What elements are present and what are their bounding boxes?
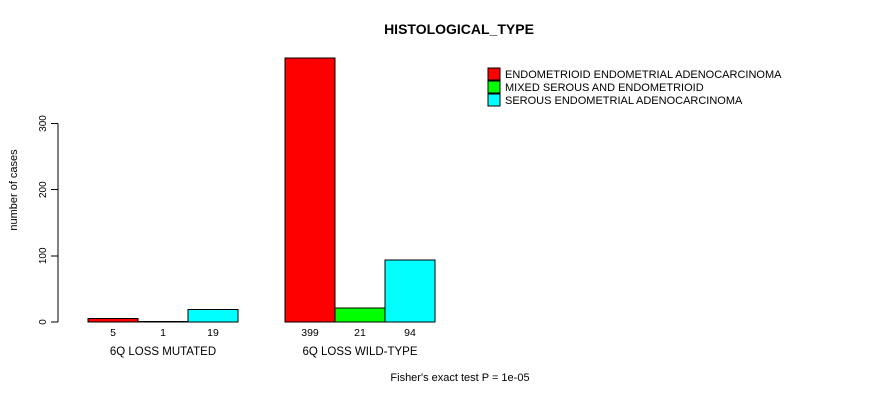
- bar-value-label: 21: [354, 327, 366, 339]
- bar: [137, 320, 189, 323]
- y-axis-label: number of cases: [8, 149, 20, 231]
- bar-value-label: 399: [301, 327, 319, 339]
- bars: 5 399 1 21 19 94: [87, 57, 436, 339]
- bar-value-label: 5: [110, 327, 116, 339]
- legend-swatch-serous: [487, 93, 501, 107]
- y-axis-tick-label: 0: [38, 319, 49, 325]
- category-label: 6Q LOSS MUTATED: [110, 346, 216, 358]
- bar: [187, 308, 239, 323]
- x-axis-labels: 6Q LOSS MUTATED 6Q LOSS WILD-TYPE: [110, 346, 418, 358]
- bar: [284, 57, 336, 323]
- bar-value-label: 94: [404, 327, 416, 339]
- stats-caption: Fisher's exact test P = 1e-05: [390, 372, 529, 384]
- y-axis-tick-label: 100: [38, 247, 49, 264]
- legend-item: SEROUS ENDOMETRIAL ADENOCARCINOMA: [487, 93, 743, 107]
- chart-title: HISTOLOGICAL_TYPE: [384, 21, 534, 37]
- y-axis: 0 100 200 300: [38, 115, 59, 325]
- legend-label-endometrioid: ENDOMETRIOID ENDOMETRIAL ADENOCARCINOMA: [505, 69, 782, 81]
- bar: [87, 318, 139, 323]
- bar: [334, 307, 386, 323]
- legend-item: MIXED SEROUS AND ENDOMETRIOID: [487, 80, 704, 94]
- bar-value-label: 1: [160, 327, 166, 339]
- category-label: 6Q LOSS WILD-TYPE: [302, 346, 417, 358]
- legend-swatch-endometrioid: [487, 67, 501, 81]
- bar-value-label: 19: [207, 327, 219, 339]
- legend-label-serous: SEROUS ENDOMETRIAL ADENOCARCINOMA: [505, 95, 743, 107]
- y-axis-tick-label: 300: [38, 115, 49, 132]
- legend-label-mixed: MIXED SEROUS AND ENDOMETRIOID: [505, 82, 704, 94]
- y-axis-tick-label: 200: [38, 181, 49, 198]
- legend: ENDOMETRIOID ENDOMETRIAL ADENOCARCINOMA …: [487, 67, 782, 107]
- legend-swatch-mixed: [487, 80, 501, 94]
- legend-item: ENDOMETRIOID ENDOMETRIAL ADENOCARCINOMA: [487, 67, 782, 81]
- bar: [384, 259, 436, 323]
